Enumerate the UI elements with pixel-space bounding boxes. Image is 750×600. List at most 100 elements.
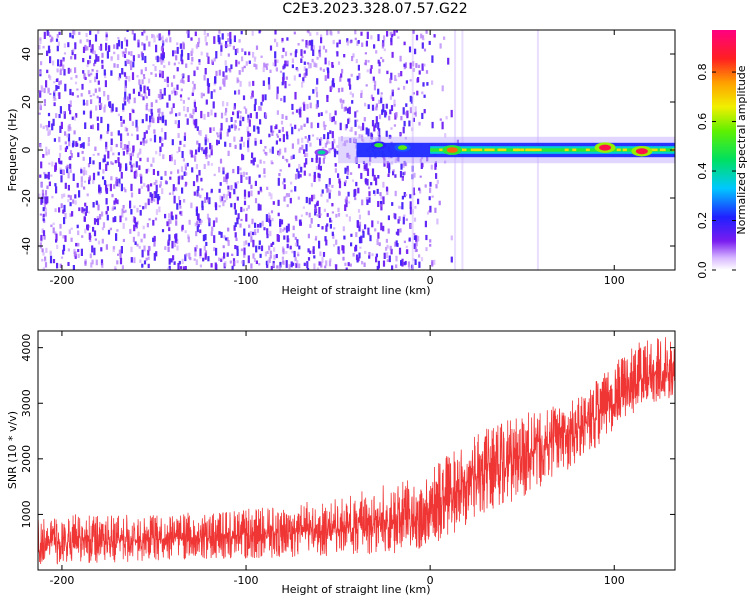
spectrogram-cell — [91, 68, 94, 72]
spectrogram-cell — [236, 196, 239, 201]
spectrogram-cell — [340, 73, 343, 78]
spectrogram-cell — [150, 112, 154, 119]
spectrogram-cell — [78, 207, 81, 212]
spectrogram-cell — [391, 51, 394, 58]
spectrogram-cell — [401, 195, 404, 200]
spectrogram-cell — [212, 127, 215, 132]
spectrogram-cell — [194, 31, 197, 37]
spectrogram-cell — [245, 240, 248, 245]
spectrogram-cell — [344, 167, 347, 174]
spectrogram-cell — [376, 188, 379, 194]
spectrogram-cell — [69, 150, 73, 154]
spectrogram-cell — [88, 60, 91, 64]
spectrogram-cell — [333, 138, 336, 144]
spectrogram-cell — [52, 95, 55, 102]
spectrogram-cell — [403, 120, 406, 127]
spectrogram-cell — [250, 184, 253, 189]
spectrogram-cell — [67, 67, 70, 74]
spectrogram-cell — [67, 199, 70, 203]
spectrogram-cell — [128, 75, 131, 82]
spectrogram-cell — [395, 240, 398, 246]
spectrogram-cell — [394, 213, 397, 220]
spectrogram-cell — [434, 207, 437, 213]
spectrogram-cell — [52, 60, 55, 66]
spectrogram-cell — [42, 213, 45, 218]
spectrogram-cell — [450, 235, 453, 241]
spectrogram-cell — [399, 170, 403, 178]
spectrogram-cell — [334, 168, 337, 173]
track-speckle — [514, 148, 519, 152]
spectrogram-cell — [142, 30, 146, 34]
spectrogram-cell — [85, 33, 88, 38]
spectrogram-cell — [182, 80, 185, 84]
spectrogram-cell — [414, 259, 417, 265]
spectrogram-cell — [308, 197, 311, 205]
spectrogram-cell — [145, 257, 148, 261]
spectrogram-cell — [125, 217, 128, 221]
spectrogram-cell — [193, 119, 196, 126]
spectrogram-cell — [357, 40, 360, 44]
spectrogram-cell — [140, 238, 143, 243]
spectrogram-cell — [259, 222, 262, 228]
spectrogram-cell — [188, 219, 191, 225]
spectrogram-cell — [202, 234, 205, 242]
spectrogram-cell — [268, 84, 271, 90]
spectrogram-cell — [205, 99, 208, 105]
spectrogram-cell — [297, 253, 300, 257]
spectrogram-cell — [64, 131, 67, 136]
spectrogram-cell — [354, 131, 357, 136]
spectrogram-cell — [318, 173, 321, 179]
spectrogram-cell — [325, 49, 328, 53]
spectrogram-cell — [302, 102, 305, 105]
spectrogram-cell — [206, 33, 209, 37]
spectrogram-cell — [168, 94, 171, 101]
spectrogram-cell — [296, 239, 299, 247]
spectrogram-cell — [289, 197, 292, 204]
spectrogram-cell — [137, 231, 140, 237]
spectrogram-cell — [107, 184, 110, 187]
spectrogram-cell — [104, 80, 107, 88]
spectrogram-cell — [77, 249, 80, 253]
spectrogram-cell — [39, 90, 42, 98]
spectrogram-cell — [82, 156, 85, 161]
spectrogram-cell — [59, 70, 62, 76]
spectrogram-cell — [263, 175, 266, 178]
spectrogram-cell — [105, 141, 108, 150]
spectrogram-cell — [39, 144, 42, 149]
spectrogram-cell — [107, 229, 111, 235]
spectrogram-cell — [286, 60, 289, 65]
spectrogram-cell — [168, 61, 171, 66]
spectrogram-cell — [86, 224, 89, 231]
spectrogram-cell — [139, 259, 142, 263]
spectrogram-cell — [115, 107, 118, 112]
spectrogram-cell — [310, 183, 313, 187]
spectrogram-cell — [186, 107, 189, 113]
spectrogram-cell — [197, 193, 200, 197]
spectrogram-cell — [143, 183, 146, 187]
spectrogram-cell — [148, 78, 151, 84]
spectrogram-cell — [161, 111, 164, 116]
spectrogram-cell — [269, 45, 273, 51]
snr-y-label: SNR (10 * v/v) — [6, 411, 19, 489]
spectrogram-cell — [343, 235, 346, 240]
spectrogram-cell — [450, 256, 453, 263]
spectrogram-cell — [220, 231, 223, 238]
spectrogram-cell — [199, 248, 202, 257]
spectrogram-cell — [62, 235, 65, 239]
spectrogram-cell — [313, 194, 316, 200]
spectrogram-cell — [263, 161, 266, 164]
spectrogram-cell — [243, 247, 246, 256]
spectrogram-cell — [131, 121, 134, 126]
spectrogram-cell — [112, 217, 115, 223]
spectrogram-cell — [433, 34, 436, 38]
spectrogram-cell — [375, 105, 378, 111]
spectrogram-cell — [184, 266, 187, 270]
spectrogram-cell — [300, 166, 303, 173]
spectrogram-cell — [426, 211, 430, 215]
spectrogram-cell — [141, 249, 144, 258]
spectrogram-cell — [365, 40, 368, 47]
spectrogram-cell — [394, 174, 397, 178]
spectrogram-cell — [421, 112, 424, 119]
spectrogram-cell — [322, 158, 325, 164]
spectrogram-cell — [241, 56, 244, 62]
